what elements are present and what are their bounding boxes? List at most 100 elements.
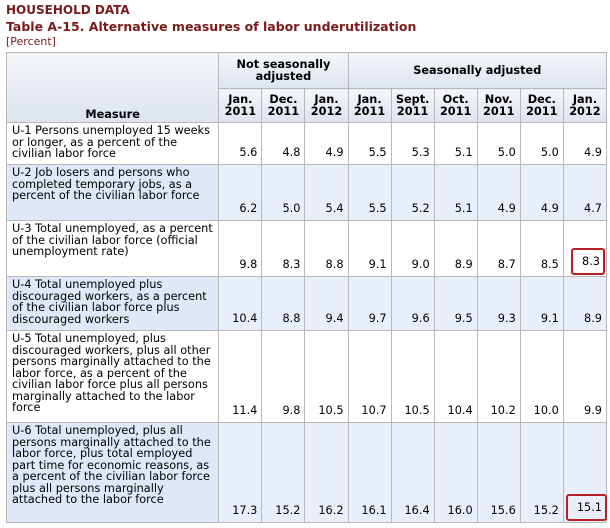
value: 5.5 [368, 145, 387, 159]
value: 15.2 [275, 503, 301, 517]
value: 8.9 [454, 257, 473, 271]
value-cell: 9.3 [476, 276, 521, 331]
value: 5.0 [497, 145, 516, 159]
header-row: Measure Not seasonally adjusted Seasonally… [5, 52, 608, 123]
value: 17.3 [232, 503, 258, 517]
value: 8.3 [282, 257, 301, 271]
measure-label: U-6 Total unemployed, plus all persons m… [5, 422, 220, 523]
value: 4.9 [540, 201, 559, 215]
column-header: Jan. 2012 [562, 88, 608, 123]
value: 9.1 [540, 311, 559, 325]
column-month: Sept. [395, 93, 430, 106]
value-cell: 16.0 [433, 422, 478, 523]
column-month: Jan. [314, 93, 339, 106]
value: 8.8 [325, 257, 344, 271]
column-year: 2011 [439, 104, 472, 118]
measure-header: Measure [5, 52, 220, 123]
column-month: Dec. [527, 93, 556, 106]
column-year: 2011 [353, 104, 386, 118]
data-row: U-2 Job losers and persons who completed… [5, 164, 608, 221]
measure-label: U-4 Total unemployed plus discouraged wo… [5, 276, 220, 331]
value: 4.9 [325, 145, 344, 159]
column-month: Dec. [269, 93, 298, 106]
column-month: Jan. [357, 93, 382, 106]
data-row: U-1 Persons unemployed 15 weeks or longe… [5, 122, 608, 165]
value: 8.7 [497, 257, 516, 271]
value-cell: 10.5 [390, 330, 435, 423]
value: 16.4 [404, 503, 430, 517]
value: 5.4 [325, 201, 344, 215]
value-cell: 11.4 [218, 330, 263, 423]
value: 10.7 [361, 403, 387, 417]
value-cell: 9.4 [304, 276, 349, 331]
data-row: U-5 Total unemployed, plus discouraged w… [5, 330, 608, 423]
column-header: Sept. 2011 [390, 88, 435, 123]
column-header: Jan. 2012 [304, 88, 349, 123]
column-month: Jan. [572, 93, 597, 106]
group-header: Not seasonally adjusted [218, 52, 349, 89]
column-year: 2011 [483, 104, 515, 118]
value-cell: 9.1 [347, 220, 392, 277]
value-cell: 4.7 [562, 164, 608, 221]
column-header: Jan. 2011 [347, 88, 392, 123]
value: 9.8 [239, 257, 258, 271]
value-cell: 15.2 [261, 422, 306, 523]
value: 4.8 [282, 145, 301, 159]
value-cell: 8.9 [562, 276, 608, 331]
value-cell: 5.4 [304, 164, 349, 221]
column-year: 2011 [224, 104, 257, 118]
column-header: Dec. 2011 [261, 88, 306, 123]
value-cell: 4.9 [304, 122, 349, 165]
value-cell: 10.4 [433, 330, 478, 423]
value-cell: 5.5 [347, 164, 392, 221]
value: 16.1 [361, 503, 387, 517]
value-cell: 4.8 [261, 122, 306, 165]
column-header: Dec. 2011 [519, 88, 564, 123]
value-cell: 4.9 [519, 164, 564, 221]
column-month: Nov. [484, 93, 513, 106]
value-cell: 10.7 [347, 330, 392, 423]
value: 4.9 [497, 201, 516, 215]
value: 9.8 [282, 403, 301, 417]
value-cell: 16.2 [304, 422, 349, 523]
table-title: Table A-15. Alternative measures of labo… [6, 19, 417, 34]
value-cell: 10.0 [519, 330, 564, 423]
value-cell: 6.2 [218, 164, 263, 221]
unit-label: [Percent] [6, 35, 56, 48]
value-cell: 17.3 [218, 422, 263, 523]
value: 9.5 [454, 311, 473, 325]
value-cell: 8.7 [476, 220, 521, 277]
value-cell: 8.8 [261, 276, 306, 331]
value: 9.1 [368, 257, 387, 271]
group-header: Seasonally adjusted [347, 52, 608, 89]
value: 8.8 [282, 311, 301, 325]
value-cell: 10.5 [304, 330, 349, 423]
value: 4.9 [584, 145, 602, 159]
value-cell: 5.1 [433, 164, 478, 221]
value: 16.0 [447, 503, 473, 517]
column-header: Nov. 2011 [476, 88, 521, 123]
value-cell: 15.2 [519, 422, 564, 523]
value: 10.4 [232, 311, 258, 325]
value: 5.6 [239, 145, 258, 159]
column-month: Jan. [228, 93, 253, 106]
value-cell: 16.1 [347, 422, 392, 523]
value-cell: 5.0 [519, 122, 564, 165]
value: 5.3 [411, 145, 430, 159]
value-cell: 5.0 [261, 164, 306, 221]
section-label: HOUSEHOLD DATA [6, 3, 130, 17]
value-cell: 5.2 [390, 164, 435, 221]
value-cell: 15.6 [476, 422, 521, 523]
data-row: U-4 Total unemployed plus discouraged wo… [5, 276, 608, 331]
value: 4.7 [584, 201, 602, 215]
measure-label: U-1 Persons unemployed 15 weeks or longe… [5, 122, 220, 165]
column-year: 2011 [267, 104, 300, 118]
header-row: Jan. 2011 Dec. 2011 Jan. 2012 Jan. 2011 Sept. 201… [7, 88, 608, 123]
value: 10.5 [404, 403, 430, 417]
data-row: U-6 Total unemployed, plus all persons m… [5, 422, 608, 523]
data-row: U-3 Total unemployed, as a percent of th… [5, 220, 608, 277]
value: 8.9 [584, 311, 602, 325]
value-cell: 9.5 [433, 276, 478, 331]
value-cell: 8.9 [433, 220, 478, 277]
